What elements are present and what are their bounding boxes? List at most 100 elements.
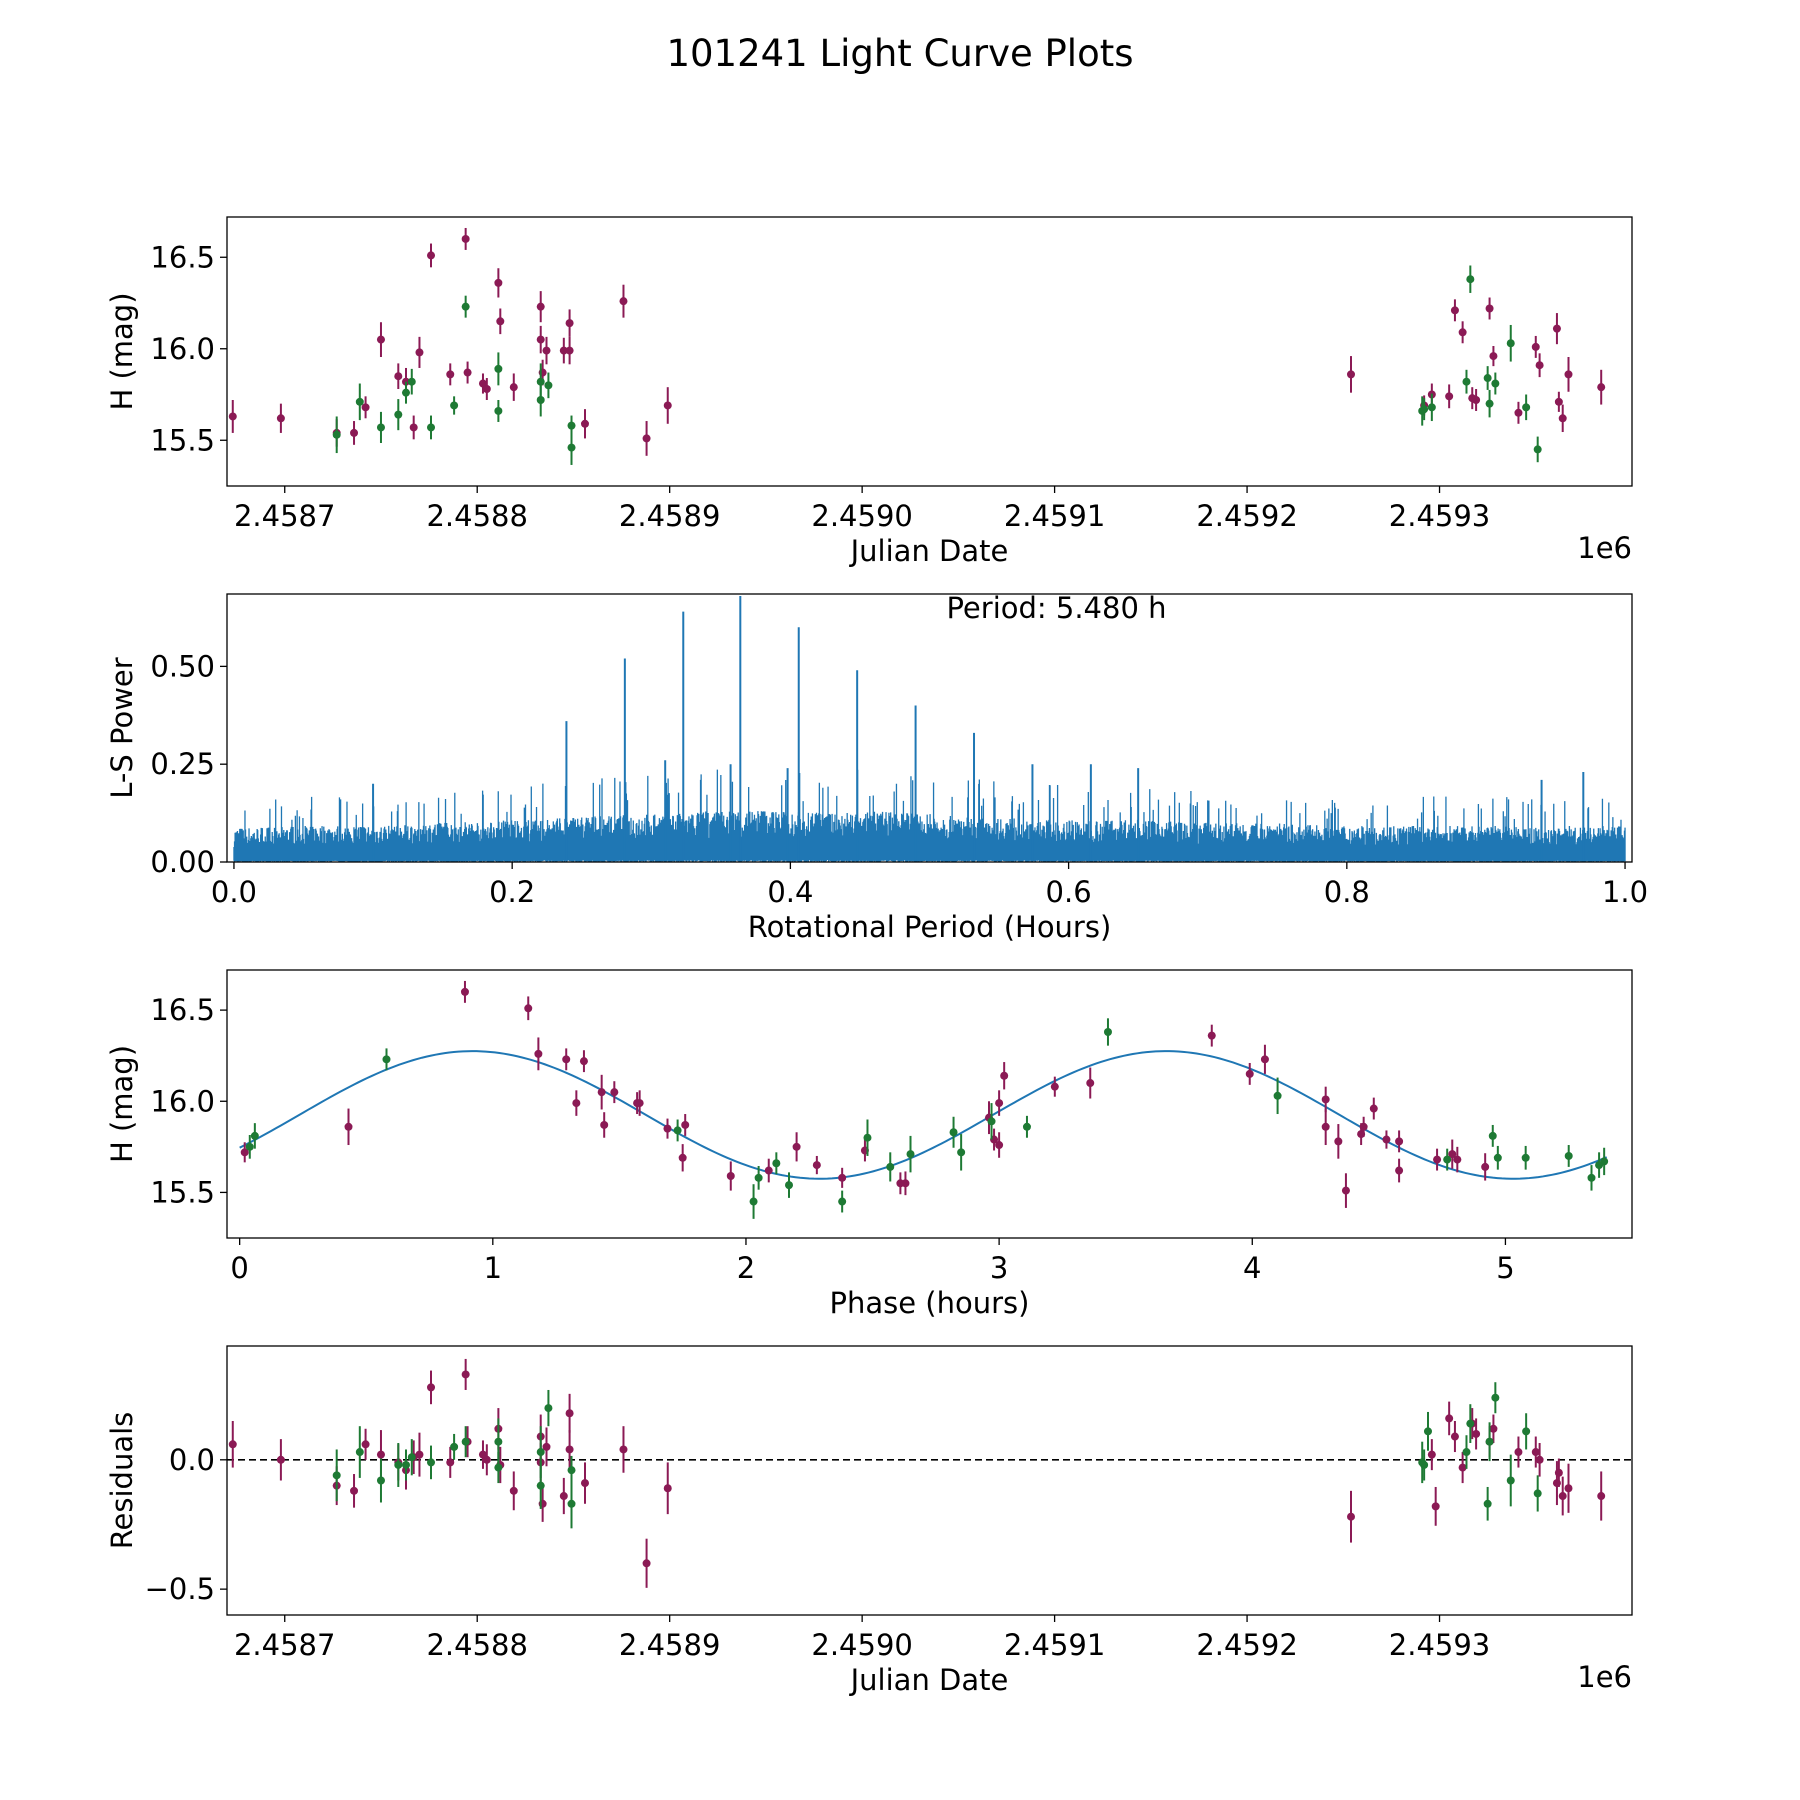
plot-area [227, 1359, 1632, 1588]
panels: 2.45872.45882.45892.45902.45912.45922.45… [105, 217, 1648, 1697]
y-tick-label: 16.5 [150, 240, 215, 274]
data-point-magenta-33 [1432, 1502, 1440, 1510]
data-point-green-21 [1494, 1154, 1502, 1162]
data-point-magenta-32 [1428, 1451, 1436, 1459]
data-point-magenta-17 [727, 1172, 735, 1180]
data-point-magenta-20 [537, 303, 545, 311]
data-point-magenta-14 [663, 1125, 671, 1133]
data-point-magenta-11 [427, 1383, 435, 1391]
data-point-magenta-24 [901, 1179, 909, 1187]
x-tick-label: 2.4592 [1196, 1628, 1297, 1662]
data-point-magenta-45 [1555, 398, 1563, 406]
series-green [246, 1018, 1608, 1219]
data-point-magenta-18 [765, 1167, 773, 1175]
data-point-magenta-2 [345, 1123, 353, 1131]
data-point-green-25 [1507, 339, 1515, 347]
data-point-green-20 [1462, 378, 1470, 386]
data-point-green-16 [568, 444, 576, 452]
data-point-magenta-18 [496, 317, 504, 325]
y-axis-label: H (mag) [105, 1045, 139, 1163]
x-tick-label: 2.4590 [811, 1628, 912, 1662]
data-point-magenta-4 [350, 1487, 358, 1495]
data-point-green-18 [1274, 1092, 1282, 1100]
data-point-magenta-1 [229, 412, 237, 420]
data-point-magenta-21 [838, 1174, 846, 1182]
data-point-magenta-15 [681, 1121, 689, 1129]
data-point-green-6 [408, 1453, 416, 1461]
y-tick-label: 16.0 [150, 332, 215, 366]
data-point-green-26 [1522, 403, 1530, 411]
y-axis-label: L-S Power [105, 657, 139, 798]
data-point-magenta-29 [1000, 1072, 1008, 1080]
data-point-green-24 [1491, 380, 1499, 388]
figure-title: 101241 Light Curve Plots [666, 32, 1133, 75]
data-point-green-11 [494, 1464, 502, 1472]
data-point-magenta-42 [1382, 1136, 1390, 1144]
data-point-green-18 [1420, 405, 1428, 413]
data-point-magenta-32 [1208, 1032, 1216, 1040]
data-point-green-14 [957, 1148, 965, 1156]
data-point-magenta-35 [1322, 1095, 1330, 1103]
data-point-green-22 [1522, 1154, 1530, 1162]
data-point-magenta-1 [229, 1440, 237, 1448]
data-point-green-1 [333, 1471, 341, 1479]
x-tick-label: 4 [1243, 1251, 1261, 1285]
data-point-green-9 [462, 303, 470, 311]
x-axis-label: Julian Date [849, 1663, 1009, 1697]
data-point-magenta-12 [446, 370, 454, 378]
data-point-magenta-43 [1536, 361, 1544, 369]
y-tick-label: 0.25 [150, 747, 215, 781]
y-tick-label: 0.50 [150, 649, 215, 683]
data-point-green-18 [1420, 1461, 1428, 1469]
data-point-magenta-33 [1246, 1070, 1254, 1078]
data-point-magenta-35 [1451, 306, 1459, 314]
data-point-magenta-26 [566, 319, 574, 327]
data-point-magenta-16 [483, 385, 491, 393]
x-axis-offset-label: 1e6 [1577, 531, 1632, 565]
data-point-green-15 [568, 1466, 576, 1474]
data-point-green-21 [1466, 1420, 1474, 1428]
data-point-green-22 [1484, 374, 1492, 382]
data-point-green-13 [537, 1482, 545, 1490]
axes-frame [227, 217, 1632, 486]
data-point-green-5 [402, 1461, 410, 1469]
data-point-green-20 [1489, 1132, 1497, 1140]
data-point-magenta-44 [1553, 325, 1561, 333]
data-point-magenta-43 [1536, 1456, 1544, 1464]
data-point-magenta-41 [1514, 1448, 1522, 1456]
data-point-magenta-4 [524, 1004, 532, 1012]
data-point-green-26 [1600, 1157, 1608, 1165]
data-point-green-15 [568, 422, 576, 430]
data-point-magenta-28 [995, 1141, 1003, 1149]
data-point-magenta-47 [1564, 1484, 1572, 1492]
y-tick-label: 16.5 [150, 993, 215, 1027]
data-point-green-2 [356, 398, 364, 406]
data-point-magenta-21 [537, 336, 545, 344]
data-point-magenta-48 [1597, 1492, 1605, 1500]
data-point-magenta-5 [534, 1050, 542, 1058]
data-point-magenta-40 [1489, 1425, 1497, 1433]
x-tick-label: 0 [230, 1251, 248, 1285]
x-tick-label: 3 [990, 1251, 1008, 1285]
x-tick-label: 0.6 [1046, 875, 1092, 909]
x-tick-label: 0.8 [1324, 875, 1370, 909]
plot-area [240, 981, 1608, 1219]
data-point-green-1 [246, 1143, 254, 1151]
data-point-magenta-25 [566, 347, 574, 355]
data-point-green-12 [537, 1448, 545, 1456]
data-point-green-6 [755, 1174, 763, 1182]
data-point-green-2 [356, 1448, 364, 1456]
x-axis-offset-label: 1e6 [1577, 1660, 1632, 1694]
data-point-magenta-4 [350, 429, 358, 437]
data-point-magenta-9 [598, 1088, 606, 1096]
chart-panel-3: 01234515.516.016.5Phase (hours)H (mag) [105, 970, 1632, 1320]
data-point-magenta-8 [580, 1057, 588, 1065]
data-point-magenta-23 [542, 347, 550, 355]
data-point-magenta-31 [1086, 1079, 1094, 1087]
plot-area [229, 228, 1605, 465]
x-tick-label: 2 [737, 1251, 755, 1285]
x-tick-label: 2.4593 [1389, 1628, 1490, 1662]
x-tick-label: 0.0 [211, 875, 257, 909]
data-point-magenta-38 [1472, 396, 1480, 404]
data-point-magenta-17 [494, 279, 502, 287]
